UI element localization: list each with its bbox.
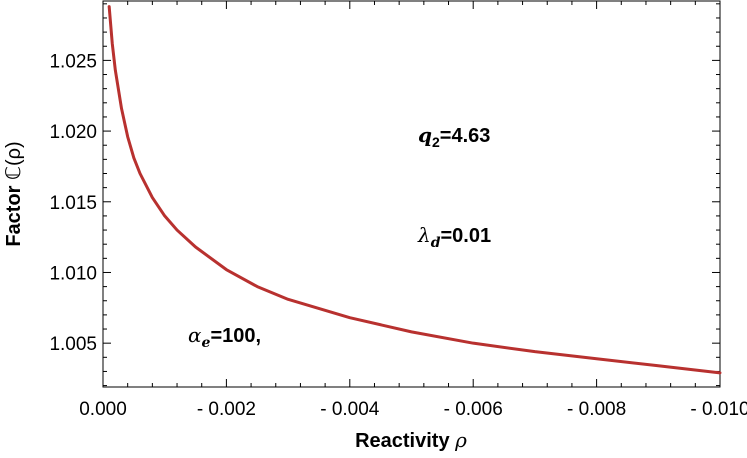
x-tick-label: - 0.004 [320, 399, 380, 420]
annotation-alpha-value: =100, [210, 325, 261, 347]
plot-frame [102, 0, 721, 388]
annotation-alpha-sub: e [202, 335, 211, 351]
annotation-lambda-sub: d [431, 235, 441, 251]
series-line [107, 5, 722, 375]
y-tick-label: 1.005 [49, 334, 97, 355]
x-axis-label: Reactivity [355, 430, 450, 452]
annotation-q2-sub: 2 [432, 134, 440, 150]
x-axis-title: Reactivity ρ [355, 428, 467, 452]
y-axis-label: Factor [3, 185, 25, 246]
y-tick-label: 1.015 [49, 193, 97, 214]
point-group [109, 7, 720, 373]
y-tick-label: 1.020 [49, 122, 97, 143]
y-axis-title: Factor ℂ(ρ) [3, 141, 25, 246]
annotation-q2-symbol: q [418, 123, 432, 147]
annotation-q2: q2=4.63 [418, 123, 490, 150]
annotation-q2-value: =4.63 [440, 125, 491, 147]
tick-label-group: 0.000 - 0.002 - 0.004 - 0.006 - 0.008 - 0.010… [49, 51, 747, 420]
annotation-lambda-symbol: λ [417, 223, 431, 247]
annotation-alpha-symbol: α [188, 323, 202, 347]
annotation-alpha: αe=100, [188, 323, 261, 351]
annotation-lambda-value: =0.01 [440, 225, 491, 247]
y-tick-label: 1.025 [49, 51, 97, 72]
x-tick-label: 0.000 [79, 399, 127, 420]
y-axis-symbol: ℂ(ρ) [3, 141, 25, 180]
x-axis-symbol: ρ [454, 428, 467, 452]
x-tick-label: - 0.010 [690, 399, 747, 420]
annotation-lambda: λd=0.01 [417, 223, 491, 251]
x-tick-label: - 0.006 [444, 399, 503, 420]
y-tick-label: 1.010 [49, 263, 97, 284]
tick-group [102, 1, 721, 387]
x-tick-label: - 0.008 [567, 399, 626, 420]
x-tick-label: - 0.002 [197, 399, 256, 420]
